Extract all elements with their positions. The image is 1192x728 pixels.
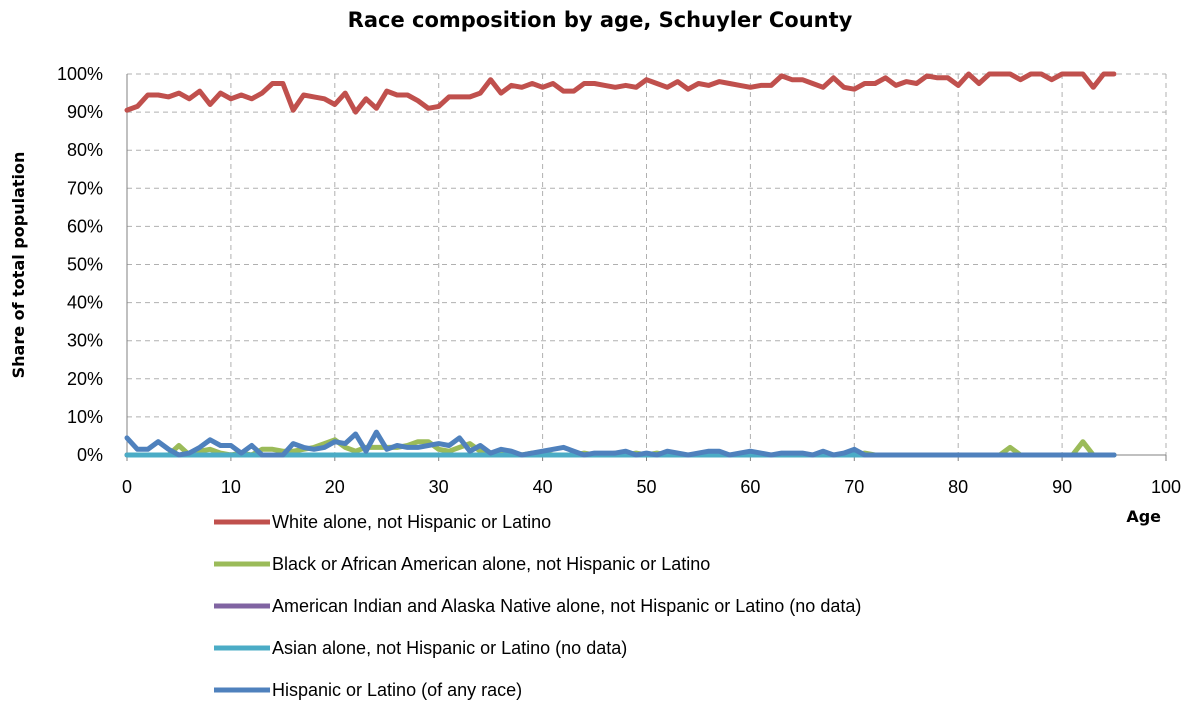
legend-label: American Indian and Alaska Native alone,… — [272, 596, 861, 616]
y-tick-label: 70% — [67, 178, 103, 198]
x-tick-label: 30 — [429, 477, 449, 497]
x-tick-labels: 0 10 20 30 40 50 60 70 80 90 100 — [122, 477, 1181, 497]
y-tick-label: 50% — [67, 255, 103, 275]
x-tick-label: 0 — [122, 477, 132, 497]
x-tick-label: 50 — [636, 477, 656, 497]
y-tick-label: 0% — [77, 445, 103, 465]
y-tick-label: 100% — [57, 64, 103, 84]
x-tick-label: 70 — [844, 477, 864, 497]
x-tick-label: 100 — [1151, 477, 1181, 497]
legend-label: White alone, not Hispanic or Latino — [272, 512, 551, 532]
y-tick-label: 80% — [67, 140, 103, 160]
y-tick-label: 20% — [67, 369, 103, 389]
x-axis-title: Age — [1126, 507, 1161, 526]
x-tick-label: 20 — [325, 477, 345, 497]
x-tick-label: 90 — [1052, 477, 1072, 497]
grid — [127, 73, 1167, 455]
legend-label: Asian alone, not Hispanic or Latino (no … — [272, 638, 627, 658]
series-line — [124, 71, 1117, 115]
legend-label: Black or African American alone, not His… — [272, 554, 710, 574]
y-axis-title: Share of total population — [9, 152, 28, 379]
x-tick-label: 10 — [221, 477, 241, 497]
y-tick-labels: 0% 10% 20% 30% 40% 50% 60% 70% 80% 90% 100% — [57, 64, 103, 465]
y-tick-label: 30% — [67, 331, 103, 351]
legend: White alone, not Hispanic or Latino Black… — [214, 512, 861, 700]
x-tick-label: 60 — [740, 477, 760, 497]
x-tick-label: 40 — [533, 477, 553, 497]
chart-title: Race composition by age, Schuyler County — [348, 8, 853, 32]
y-tick-label: 10% — [67, 407, 103, 427]
legend-label: Hispanic or Latino (of any race) — [272, 680, 522, 700]
y-tick-label: 90% — [67, 102, 103, 122]
y-tick-label: 60% — [67, 216, 103, 236]
series-line — [124, 429, 1117, 458]
y-tick-label: 40% — [67, 293, 103, 313]
x-tick-label: 80 — [948, 477, 968, 497]
series-lines — [124, 71, 1117, 458]
